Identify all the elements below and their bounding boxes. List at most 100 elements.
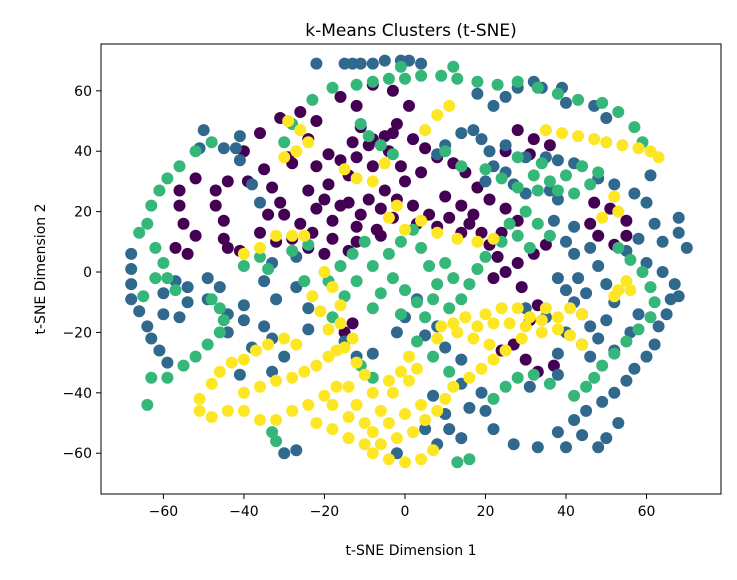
cluster-2-point — [447, 60, 460, 73]
cluster-1-point — [551, 426, 564, 439]
cluster-0-point — [318, 247, 331, 260]
cluster-3-point — [451, 326, 464, 339]
cluster-3-point — [419, 124, 432, 137]
x-axis-label: t-SNE Dimension 1 — [346, 543, 477, 559]
cluster-3-point — [419, 414, 432, 426]
cluster-2-point — [543, 229, 556, 242]
cluster-3-point — [394, 365, 407, 378]
x-tick-label: 0 — [401, 504, 410, 520]
cluster-2-point — [366, 302, 379, 315]
cluster-1-point — [648, 338, 661, 351]
x-tick-label: 40 — [557, 504, 575, 520]
cluster-0-point — [374, 229, 387, 242]
cluster-2-point — [644, 311, 657, 324]
cluster-1-point — [600, 278, 613, 291]
cluster-3-point — [270, 229, 283, 242]
cluster-3-point — [632, 142, 645, 155]
cluster-3-point — [366, 447, 379, 460]
cluster-2-point — [584, 178, 597, 191]
cluster-0-point — [217, 232, 230, 245]
cluster-2-point — [471, 263, 484, 275]
cluster-3-point — [326, 398, 339, 411]
cluster-3-point — [278, 332, 291, 345]
cluster-3-point — [237, 353, 250, 366]
cluster-2-point — [366, 75, 379, 88]
cluster-1-point — [354, 57, 367, 70]
cluster-2-point — [527, 169, 540, 182]
cluster-3-point — [519, 320, 532, 333]
cluster-0-point — [390, 118, 403, 130]
cluster-3-point — [564, 302, 576, 315]
cluster-2-point — [443, 365, 456, 378]
cluster-2-point — [423, 260, 436, 272]
cluster-1-point — [652, 320, 665, 333]
cluster-2-point — [217, 314, 230, 327]
cluster-2-point — [572, 93, 585, 106]
cluster-3-point — [551, 323, 564, 336]
cluster-3-point — [467, 332, 480, 345]
cluster-3-point — [358, 438, 371, 451]
cluster-1-point — [531, 441, 544, 454]
cluster-3-point — [487, 232, 500, 245]
cluster-3-point — [399, 408, 411, 420]
cluster-2-point — [346, 247, 359, 260]
cluster-0-point — [326, 232, 339, 245]
cluster-3-point — [270, 414, 283, 426]
cluster-1-point — [133, 305, 146, 318]
cluster-0-point — [217, 214, 230, 227]
cluster-3-point — [447, 317, 460, 330]
cluster-2-point — [338, 290, 351, 303]
cluster-1-point — [592, 332, 605, 345]
cluster-3-point — [290, 338, 303, 351]
cluster-3-point — [399, 456, 411, 469]
cluster-1-point — [551, 272, 564, 285]
cluster-2-point — [531, 217, 544, 230]
cluster-1-point — [455, 432, 468, 445]
cluster-3-point — [237, 386, 250, 399]
cluster-2-point — [487, 392, 500, 405]
cluster-1-point — [580, 287, 593, 300]
cluster-0-point — [209, 184, 222, 197]
cluster-2-point — [479, 163, 492, 176]
cluster-3-point — [278, 151, 291, 164]
cluster-1-point — [181, 296, 194, 309]
cluster-1-point — [672, 211, 685, 224]
cluster-1-point — [547, 214, 560, 227]
cluster-3-point — [225, 356, 238, 369]
cluster-1-point — [475, 386, 488, 399]
cluster-3-point — [193, 404, 206, 417]
cluster-2-point — [374, 287, 387, 300]
cluster-2-point — [455, 293, 468, 306]
cluster-2-point — [141, 217, 154, 230]
cluster-1-point — [612, 417, 625, 429]
cluster-1-point — [246, 178, 258, 191]
cluster-3-point — [612, 205, 625, 218]
cluster-3-point — [294, 124, 307, 137]
cluster-2-point — [394, 308, 407, 321]
cluster-2-point — [374, 139, 387, 152]
cluster-0-point — [346, 317, 359, 330]
cluster-2-point — [419, 311, 432, 324]
cluster-3-point — [539, 302, 552, 315]
cluster-2-point — [141, 398, 154, 411]
cluster-3-point — [535, 326, 548, 339]
cluster-1-point — [600, 314, 613, 327]
cluster-0-point — [620, 229, 633, 242]
cluster-2-point — [149, 241, 162, 254]
cluster-0-point — [350, 99, 363, 112]
cluster-2-point — [189, 350, 202, 363]
cluster-1-point — [608, 386, 621, 399]
cluster-1-point — [551, 368, 564, 381]
cluster-0-point — [463, 217, 476, 230]
cluster-1-point — [479, 175, 492, 188]
cluster-0-point — [366, 160, 379, 173]
cluster-3-point — [415, 398, 428, 411]
cluster-1-point — [656, 235, 669, 248]
cluster-0-point — [374, 202, 387, 215]
cluster-3-point — [451, 232, 464, 245]
cluster-0-point — [346, 136, 359, 149]
cluster-3-point — [193, 392, 206, 405]
cluster-3-point — [471, 235, 484, 248]
cluster-1-point — [523, 380, 536, 393]
